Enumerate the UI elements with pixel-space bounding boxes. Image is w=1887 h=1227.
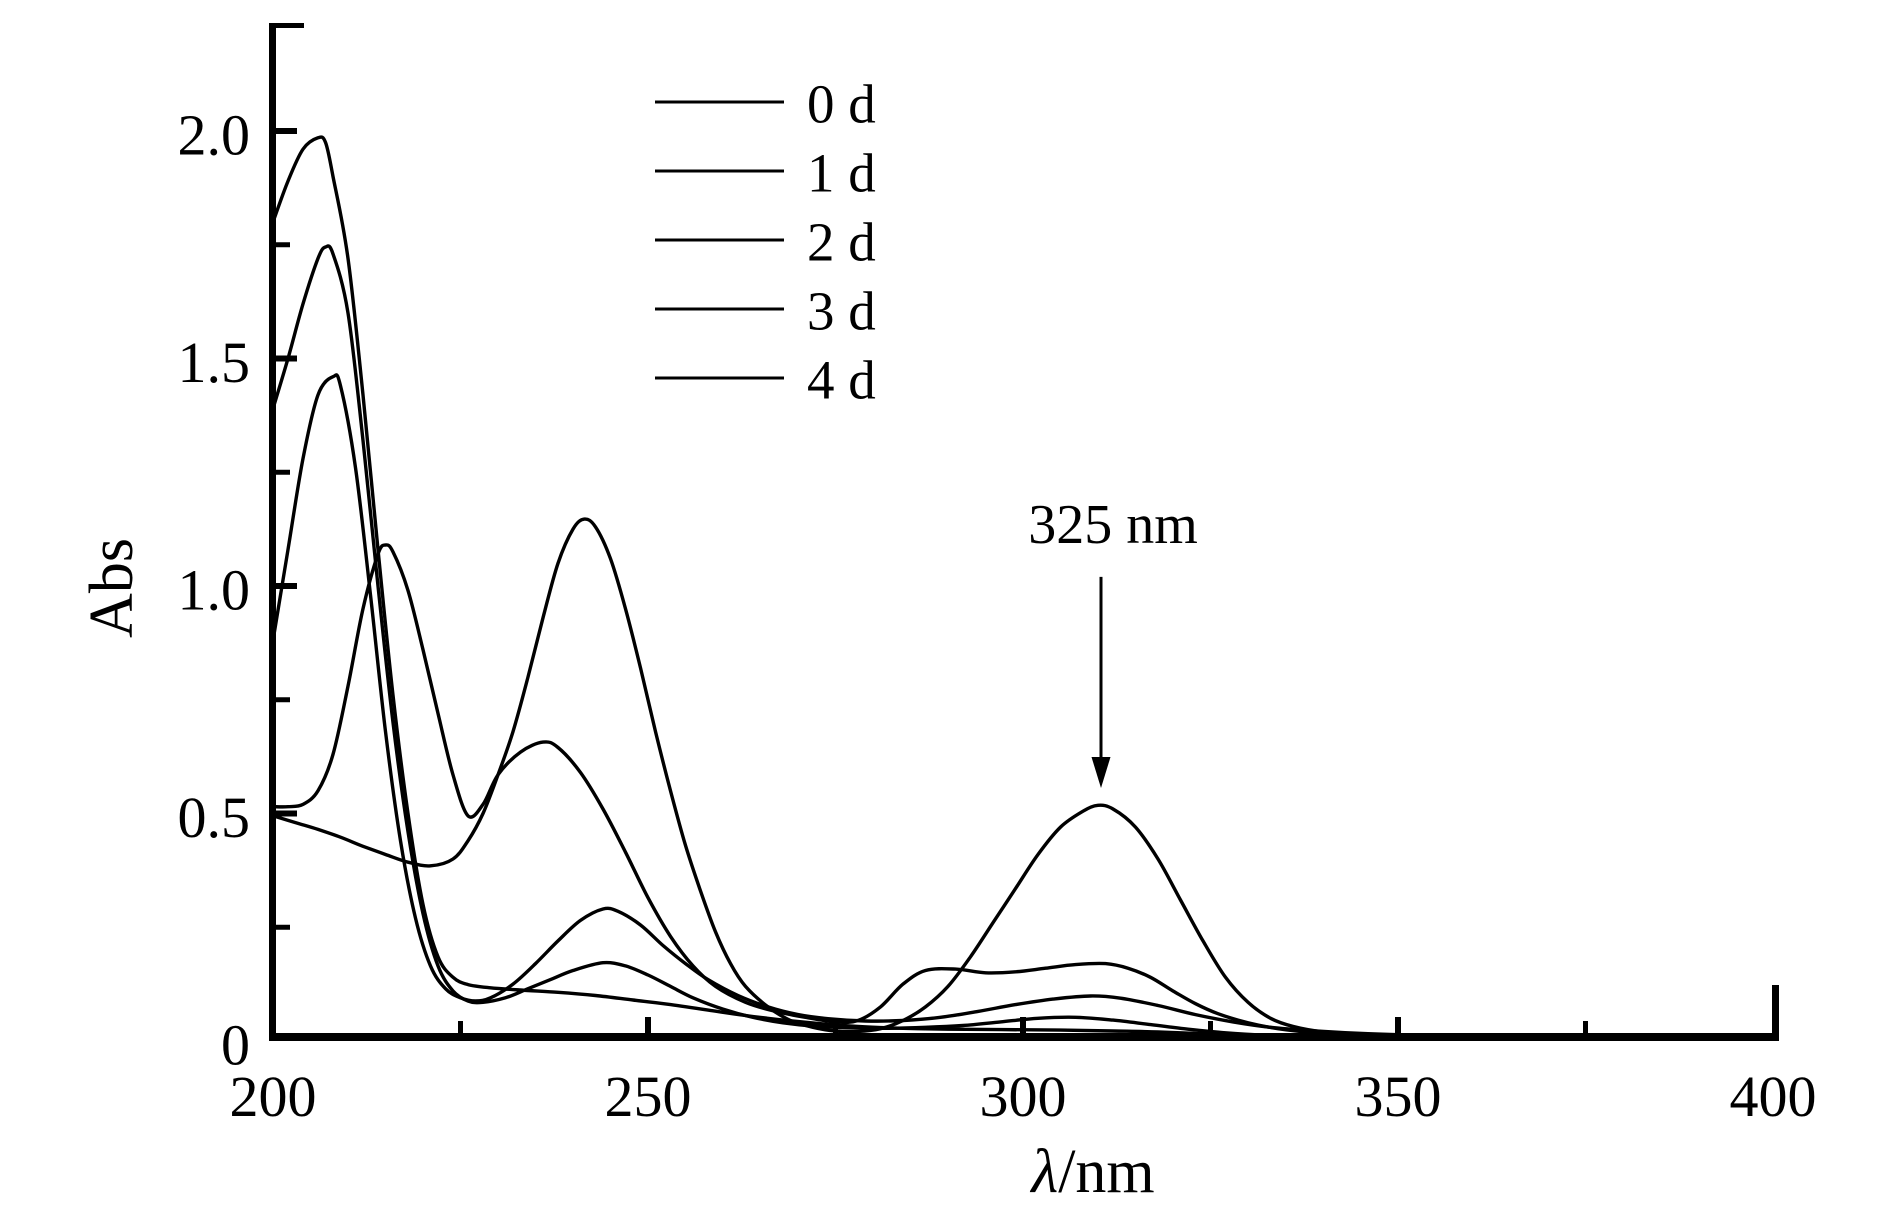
x-axis-unit: /nm <box>1058 1138 1154 1206</box>
annotation-arrowhead-icon <box>1091 757 1111 789</box>
legend-item: 0 d <box>655 74 876 135</box>
spectra-curves <box>271 135 1775 1041</box>
legend-label: 0 d <box>807 74 876 135</box>
peak-annotation: 325 nm <box>1028 494 1198 789</box>
x-axis-spine <box>269 1033 1779 1041</box>
curve-2d <box>271 373 1775 1040</box>
top-axis-arm <box>269 23 304 28</box>
x-tick-label: 350 <box>1355 1064 1442 1129</box>
tick-marks <box>276 128 1588 1033</box>
y-tick-label: 2.0 <box>178 103 251 168</box>
y-tick-label: 0.5 <box>178 785 251 850</box>
y-axis-title: Abs <box>78 538 146 638</box>
x-axis-title: λ/nm <box>1029 1138 1154 1206</box>
legend-item: 2 d <box>655 212 876 273</box>
y-tick-label: 1.5 <box>178 330 251 395</box>
y-axis-spine <box>269 23 276 1041</box>
y-tick-label: 1.0 <box>178 558 251 623</box>
x-tick-label: 400 <box>1730 1064 1817 1129</box>
right-axis-arm <box>1772 985 1779 1041</box>
legend-label: 1 d <box>807 143 876 204</box>
curve-3d <box>271 543 1775 1040</box>
lambda-symbol: λ <box>1029 1138 1058 1206</box>
legend-item: 4 d <box>655 350 876 411</box>
x-tick-label: 200 <box>230 1064 317 1129</box>
curve-1d <box>271 244 1775 1040</box>
legend: 0 d 1 d 2 d 3 d 4 d <box>655 74 876 411</box>
legend-label: 2 d <box>807 212 876 273</box>
x-tick-label: 250 <box>605 1064 692 1129</box>
x-tick-label: 300 <box>980 1064 1067 1129</box>
legend-item: 1 d <box>655 143 876 204</box>
legend-item: 3 d <box>655 281 876 342</box>
annotation-text: 325 nm <box>1028 494 1198 556</box>
curve-4d <box>271 517 1775 1041</box>
legend-label: 3 d <box>807 281 876 342</box>
legend-label: 4 d <box>807 350 876 411</box>
curve-0d <box>271 135 1775 1040</box>
y-tick-label: 0 <box>221 1013 250 1078</box>
axes <box>269 23 1779 1041</box>
